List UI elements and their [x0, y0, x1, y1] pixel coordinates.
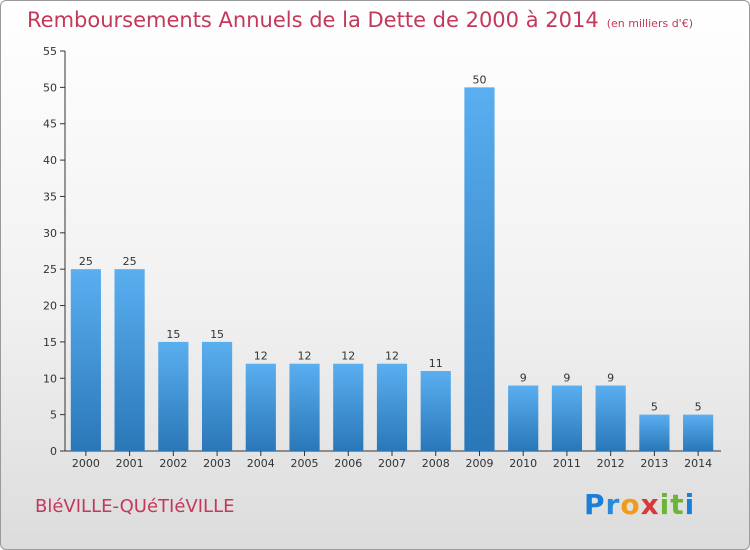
bar-2014[interactable]	[683, 414, 714, 451]
bar-2009[interactable]	[464, 87, 495, 451]
bar-2008[interactable]	[420, 371, 451, 451]
data-label-2012: 9	[607, 372, 614, 385]
x-tick-label-2000: 2000	[72, 457, 100, 470]
y-tick-label: 55	[43, 45, 57, 58]
logo-letter: x	[640, 488, 660, 521]
x-tick-label-2006: 2006	[334, 457, 362, 470]
data-label-2008: 11	[429, 357, 443, 370]
data-label-2014: 5	[695, 401, 702, 414]
y-tick-label: 10	[43, 372, 57, 385]
data-label-2000: 25	[79, 255, 93, 268]
x-tick-label-2009: 2009	[465, 457, 493, 470]
chart-subtitle: (en milliers d'€)	[606, 17, 693, 30]
bar-2005[interactable]	[289, 363, 320, 451]
bar-2010[interactable]	[508, 385, 539, 451]
x-tick-label-2001: 2001	[116, 457, 144, 470]
logo-letter: t	[670, 488, 685, 521]
bar-2000[interactable]	[70, 269, 101, 451]
bar-2007[interactable]	[376, 363, 408, 451]
data-label-2010: 9	[520, 372, 527, 385]
logo-letter: P	[584, 488, 606, 521]
logo-letter: o	[620, 488, 641, 521]
data-label-2005: 12	[298, 350, 312, 363]
data-label-2003: 15	[210, 328, 224, 341]
y-tick-label: 5	[50, 409, 57, 422]
x-tick-label-2008: 2008	[422, 457, 450, 470]
proxiti-logo[interactable]: Proxiti	[584, 488, 695, 521]
y-tick-label: 0	[50, 445, 57, 458]
x-tick-label-2010: 2010	[509, 457, 537, 470]
data-label-2001: 25	[123, 255, 137, 268]
x-tick-label-2003: 2003	[203, 457, 231, 470]
bar-2001[interactable]	[114, 269, 145, 451]
bar-2002[interactable]	[158, 341, 189, 451]
y-axis: 0 5 10 15 20 25 30 35 40 45 50 55	[43, 45, 66, 458]
bar-2013[interactable]	[639, 414, 670, 451]
x-tick-label-2004: 2004	[247, 457, 275, 470]
chart-title: Remboursements Annuels de la Dette de 20…	[27, 8, 693, 32]
data-label-2011: 9	[563, 372, 570, 385]
y-tick-label: 30	[43, 227, 57, 240]
data-label-2009: 50	[472, 73, 486, 86]
logo-letter: i	[659, 488, 671, 521]
data-label-2006: 12	[341, 350, 355, 363]
x-tick-label-2005: 2005	[291, 457, 319, 470]
logo-letter: r	[605, 488, 621, 521]
bars: 25 25 15 15 12 12 12 12 11 50 9 9 9 5 5	[70, 73, 714, 451]
data-label-2007: 12	[385, 350, 399, 363]
x-tick-label-2013: 2013	[640, 457, 668, 470]
y-tick-label: 50	[43, 81, 57, 94]
data-label-2004: 12	[254, 350, 268, 363]
bar-2006[interactable]	[333, 363, 364, 451]
y-tick-label: 35	[43, 190, 57, 203]
x-tick-label-2002: 2002	[159, 457, 187, 470]
x-tick-label-2011: 2011	[553, 457, 581, 470]
bar-2003[interactable]	[201, 341, 233, 451]
y-tick-label: 25	[43, 263, 57, 276]
bar-2004[interactable]	[245, 363, 276, 451]
bar-2011[interactable]	[551, 385, 583, 451]
x-tick-label-2014: 2014	[684, 457, 712, 470]
logo-letter: i	[684, 488, 696, 521]
x-tick-label-2007: 2007	[378, 457, 406, 470]
y-tick-label: 15	[43, 336, 57, 349]
y-tick-label: 45	[43, 118, 57, 131]
chart-title-text: Remboursements Annuels de la Dette de 20…	[27, 8, 599, 32]
data-label-2002: 15	[166, 328, 180, 341]
y-tick-label: 40	[43, 154, 57, 167]
x-axis: 2000 2001 2002 2003 2004 2005 2006 2007 2008 2009…	[65, 450, 721, 470]
y-tick-label: 20	[43, 300, 57, 313]
data-label-2013: 5	[651, 401, 658, 414]
bar-2012[interactable]	[595, 385, 626, 451]
commune-name: BléVILLE-QUéTIéVILLE	[35, 496, 235, 517]
x-tick-label-2012: 2012	[597, 457, 625, 470]
